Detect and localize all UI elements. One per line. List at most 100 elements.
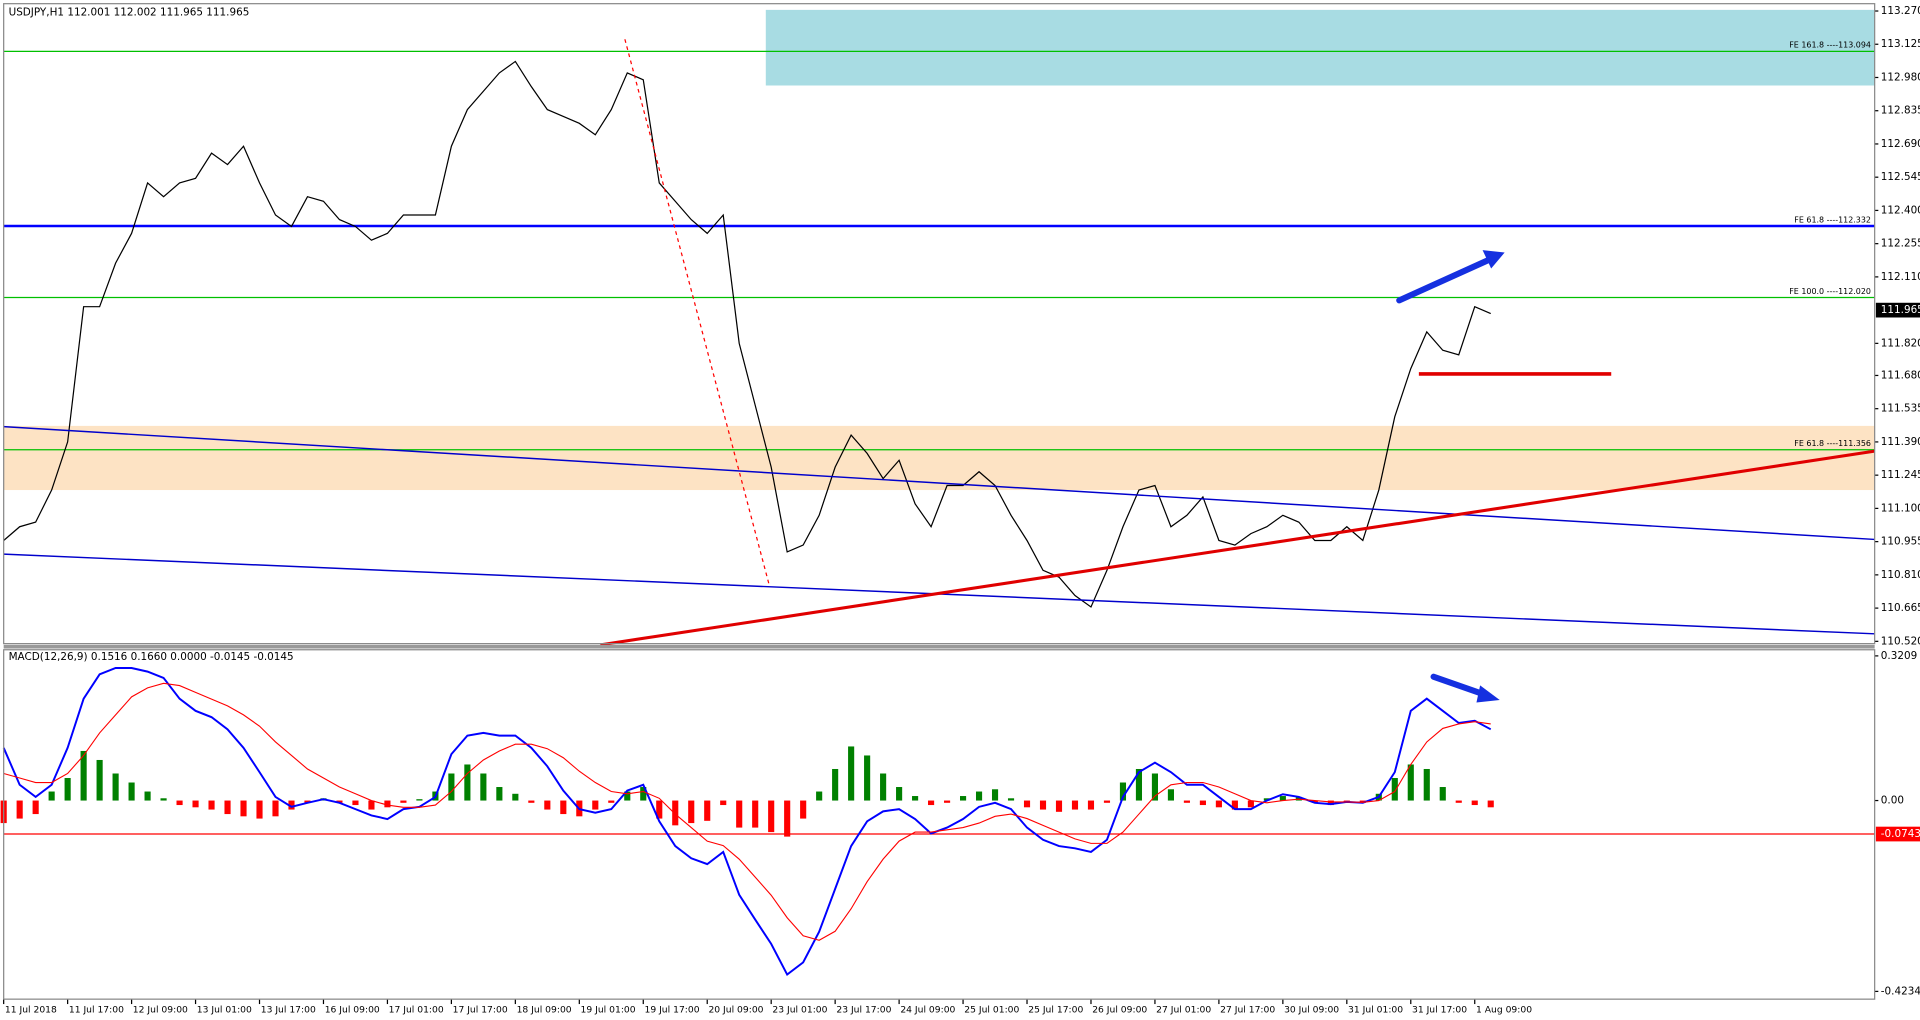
trend-line [3, 425, 1875, 541]
histogram-bar [960, 796, 967, 801]
histogram-bar [656, 800, 663, 819]
macd-line [2, 667, 1492, 977]
histogram-bar [1423, 768, 1430, 801]
x-tick-label: 26 Jul 09:00 [1092, 1005, 1147, 1016]
histogram-bar [816, 791, 823, 801]
histogram-bar [1215, 800, 1222, 808]
histogram-bar [288, 800, 295, 810]
support-line [600, 449, 1875, 647]
x-tick-label: 27 Jul 17:00 [1220, 1005, 1275, 1016]
y-tick-label: -0.4234 [1881, 985, 1920, 997]
y-tick-label: 111.820 [1881, 337, 1920, 349]
histogram-bar [912, 796, 919, 801]
histogram-bar [1183, 800, 1190, 803]
histogram-bar [800, 800, 807, 819]
x-tick-label: 31 Jul 01:00 [1348, 1005, 1403, 1016]
y-tick-label: 111.100 [1881, 502, 1920, 514]
y-tick-label: 112.545 [1881, 171, 1920, 183]
histogram-bar [560, 800, 567, 815]
histogram-bar [1135, 768, 1143, 801]
x-tick-label: 12 Jul 09:00 [133, 1005, 188, 1016]
histogram-bar [640, 787, 647, 801]
histogram-bar [480, 773, 487, 801]
histogram-bar [512, 793, 519, 801]
histogram-bar [192, 800, 199, 808]
histogram-bar [1039, 800, 1047, 810]
histogram-bar [96, 759, 103, 801]
histogram-bar [528, 800, 535, 803]
histogram-bar [704, 800, 711, 821]
macd-frame [3, 649, 1876, 1000]
level-label: FE 100.0 ----112.020 [1789, 287, 1871, 296]
histogram-bar [448, 773, 455, 801]
histogram-bar [16, 800, 23, 819]
histogram-bar [304, 800, 311, 803]
histogram-bar [592, 800, 599, 810]
histogram-bar [975, 791, 983, 801]
histogram-bar [208, 800, 215, 810]
histogram-bar [496, 787, 503, 801]
histogram-bar [1247, 800, 1254, 808]
histogram-bar [880, 773, 887, 801]
histogram-bar [1311, 800, 1318, 803]
histogram-bar [784, 800, 791, 837]
level-label: FE 61.8 ----112.332 [1794, 215, 1871, 224]
y-tick-label: 111.535 [1881, 403, 1920, 415]
histogram-bar [272, 800, 279, 817]
histogram-bar [400, 800, 407, 803]
histogram-bar [368, 800, 375, 810]
histogram-bar [1087, 800, 1095, 810]
y-tick-label: 110.955 [1881, 536, 1920, 548]
x-tick-label: 13 Jul 17:00 [261, 1005, 316, 1016]
y-tick-label: 110.520 [1881, 635, 1920, 647]
histogram-bar [848, 746, 855, 801]
histogram-bar [991, 789, 999, 801]
y-tick-label: 112.255 [1881, 238, 1920, 250]
histogram-bar [1231, 800, 1238, 810]
zones [3, 9, 1875, 491]
histogram-bar [112, 773, 119, 801]
histogram-bar [1471, 800, 1478, 806]
level-label: FE 61.8 ----111.356 [1794, 439, 1871, 448]
x-tick-label: 24 Jul 09:00 [900, 1005, 955, 1016]
x-tick-label: 25 Jul 01:00 [964, 1005, 1019, 1016]
histogram-bar [32, 800, 39, 815]
histogram-bar [832, 768, 839, 801]
histogram-bar [944, 800, 951, 803]
current-price-box [1875, 302, 1920, 318]
chart-title: USDJPY,H1 112.001 112.002 111.965 111.96… [9, 6, 250, 18]
histogram-bar [1487, 800, 1494, 808]
x-tick-label: 17 Jul 01:00 [389, 1005, 444, 1016]
arrow [1430, 673, 1486, 697]
y-tick-label: 112.690 [1881, 138, 1920, 150]
histogram-bar [1055, 800, 1063, 812]
histogram-bar [160, 798, 167, 801]
x-tick-label: 11 Jul 17:00 [69, 1005, 124, 1016]
histogram-bar [384, 800, 391, 808]
histogram-bar [1391, 778, 1398, 801]
histogram-bar [80, 750, 87, 801]
histogram-bar [224, 800, 231, 815]
arrow-head [1476, 685, 1500, 703]
histogram-bar [1151, 773, 1159, 801]
fibo-line [624, 39, 771, 587]
y-tick-label: 111.680 [1881, 369, 1920, 381]
y-tick-label: 111.245 [1881, 469, 1920, 481]
y-tick-label: 112.110 [1881, 271, 1920, 283]
y-tick-label: 0.3209 [1881, 650, 1917, 662]
arrow [1396, 256, 1492, 304]
price-line [3, 60, 1491, 608]
current-price-label: 111.965 [1881, 304, 1920, 316]
zone [765, 9, 1875, 86]
histogram-bar [1023, 800, 1031, 808]
x-tick-label: 23 Jul 17:00 [836, 1005, 891, 1016]
histogram-bar [1103, 800, 1111, 803]
histogram-bar [64, 778, 71, 801]
histogram-bar [1327, 800, 1334, 806]
histogram-bar [1263, 798, 1270, 801]
level-box [1875, 826, 1920, 842]
x-tick-label: 20 Jul 09:00 [708, 1005, 763, 1016]
x-tick-label: 13 Jul 01:00 [197, 1005, 252, 1016]
x-tick-label: 11 Jul 2018 [5, 1005, 57, 1016]
